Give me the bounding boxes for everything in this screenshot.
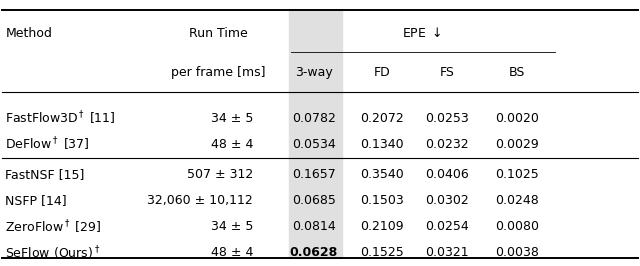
- Text: 0.2072: 0.2072: [360, 112, 404, 125]
- Text: 34 ± 5: 34 ± 5: [211, 220, 253, 233]
- Text: SeFlow (Ours)$^\dagger$: SeFlow (Ours)$^\dagger$: [5, 244, 100, 262]
- Text: 0.0029: 0.0029: [495, 138, 539, 151]
- Text: 0.0782: 0.0782: [292, 112, 335, 125]
- Text: 0.1025: 0.1025: [495, 168, 539, 181]
- Text: FastFlow3D$^\dagger$ [11]: FastFlow3D$^\dagger$ [11]: [5, 110, 116, 127]
- Text: 0.3540: 0.3540: [360, 168, 404, 181]
- Text: 0.0020: 0.0020: [495, 112, 539, 125]
- Text: 0.0302: 0.0302: [426, 194, 469, 207]
- Text: 0.0628: 0.0628: [289, 246, 338, 259]
- Text: 0.0406: 0.0406: [426, 168, 469, 181]
- Text: FD: FD: [374, 66, 390, 79]
- Text: 0.1657: 0.1657: [292, 168, 335, 181]
- Text: 0.1340: 0.1340: [360, 138, 404, 151]
- Text: DeFlow$^\dagger$ [37]: DeFlow$^\dagger$ [37]: [5, 136, 90, 153]
- Text: EPE $\downarrow$: EPE $\downarrow$: [402, 26, 442, 40]
- Text: 0.0685: 0.0685: [292, 194, 335, 207]
- Text: Run Time: Run Time: [189, 27, 248, 40]
- Text: BS: BS: [509, 66, 525, 79]
- Text: Method: Method: [5, 27, 52, 40]
- Text: 507 ± 312: 507 ± 312: [187, 168, 253, 181]
- Text: 0.1525: 0.1525: [360, 246, 404, 259]
- Text: 0.0814: 0.0814: [292, 220, 335, 233]
- Bar: [289, 10, 342, 258]
- Text: 48 ± 4: 48 ± 4: [211, 246, 253, 259]
- Text: 0.0321: 0.0321: [426, 246, 469, 259]
- Text: 0.0232: 0.0232: [426, 138, 469, 151]
- Text: 34 ± 5: 34 ± 5: [211, 112, 253, 125]
- Text: 32,060 ± 10,112: 32,060 ± 10,112: [147, 194, 253, 207]
- Text: FastNSF [15]: FastNSF [15]: [5, 168, 84, 181]
- Text: per frame [ms]: per frame [ms]: [171, 66, 266, 79]
- Text: 48 ± 4: 48 ± 4: [211, 138, 253, 151]
- Text: 0.1503: 0.1503: [360, 194, 404, 207]
- Text: FS: FS: [440, 66, 454, 79]
- Text: 0.0248: 0.0248: [495, 194, 539, 207]
- Text: 3-way: 3-way: [295, 66, 333, 79]
- Text: 0.0080: 0.0080: [495, 220, 539, 233]
- Text: 0.0253: 0.0253: [426, 112, 469, 125]
- Text: ZeroFlow$^\dagger$ [29]: ZeroFlow$^\dagger$ [29]: [5, 218, 101, 235]
- Text: 0.2109: 0.2109: [360, 220, 404, 233]
- Text: 0.0038: 0.0038: [495, 246, 539, 259]
- Text: NSFP [14]: NSFP [14]: [5, 194, 67, 207]
- Text: 0.0254: 0.0254: [426, 220, 469, 233]
- Text: 0.0534: 0.0534: [292, 138, 335, 151]
